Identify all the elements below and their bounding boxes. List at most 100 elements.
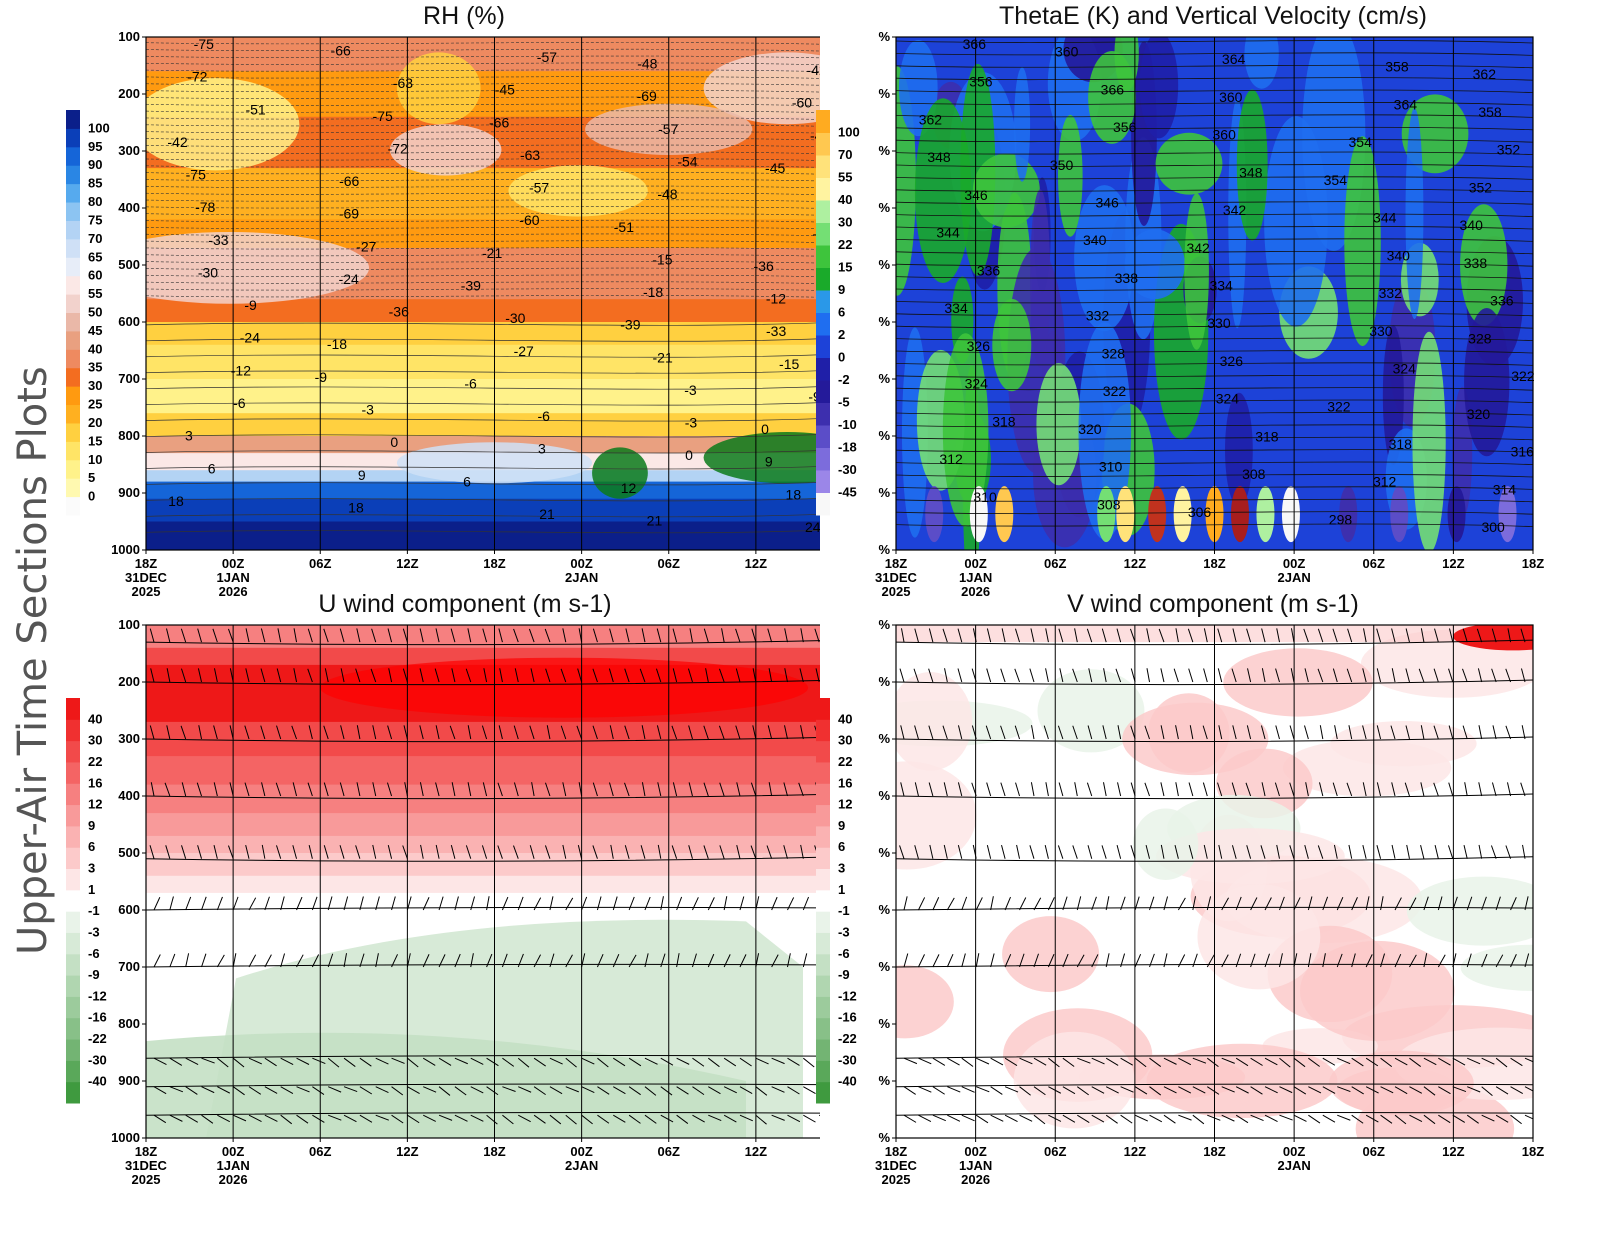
wind-barb (248, 1114, 262, 1122)
wind-barb (914, 628, 919, 643)
wind-barb (802, 896, 810, 911)
contour-label: 312 (939, 451, 963, 467)
wind-barb (150, 782, 155, 797)
v-region (1328, 1050, 1474, 1116)
x-tick-year: 2026 (219, 584, 248, 599)
y-tick-label: % (878, 257, 890, 272)
colorbar-label: 5 (88, 470, 95, 485)
contour-label: 338 (1115, 270, 1139, 286)
wind-barb (1437, 896, 1443, 911)
wind-barb (719, 782, 725, 797)
wind-barb (660, 1086, 673, 1096)
wind-barb (327, 953, 334, 968)
vv-region (1030, 189, 1051, 369)
colorbar-swatch (66, 740, 80, 763)
x-tick-date: 2JAN (565, 570, 598, 585)
wind-barb (483, 668, 488, 683)
thetae-contour (896, 412, 1533, 416)
rh-region (396, 52, 481, 125)
isotherm-dashed (146, 281, 820, 284)
wind-barb (596, 896, 602, 911)
wind-barb (705, 668, 709, 683)
wind-barb (986, 668, 992, 683)
wind-barb (1466, 1114, 1479, 1124)
wind-barb (597, 1114, 610, 1124)
wind-barb (513, 845, 519, 859)
x-tick-label: 12Z (1442, 556, 1464, 571)
wind-barb (1047, 897, 1055, 911)
wind-barb (497, 845, 503, 859)
wind-barb (1033, 897, 1042, 911)
wind-barb (340, 725, 345, 740)
wind-barb (1322, 896, 1329, 911)
wind-barb (1351, 1114, 1364, 1124)
wind-barb (1203, 844, 1208, 859)
contour-label: 360 (1055, 44, 1079, 60)
contour-label: 308 (1242, 466, 1266, 482)
wind-barb (1235, 896, 1242, 911)
wind-barb (486, 1086, 499, 1096)
wind-barb (1044, 844, 1049, 859)
contour-label: 316 (1511, 444, 1535, 460)
wind-barb (216, 954, 225, 968)
wind-barb (914, 845, 919, 859)
y-tick-label: 1000 (111, 542, 140, 557)
wind-barb (1072, 668, 1078, 683)
colorbar-label: -2 (838, 372, 850, 387)
x-tick-label: 06Z (309, 1144, 331, 1159)
wind-barb (328, 1086, 342, 1093)
wind-barb (1391, 844, 1396, 859)
wind-barb (1019, 897, 1027, 911)
colorbar-label: 40 (838, 711, 852, 726)
thetae-contour (896, 77, 1533, 81)
wind-barb (751, 628, 757, 643)
wind-barb (419, 668, 424, 683)
contour-label: -72 (388, 140, 408, 156)
wind-barb (899, 845, 905, 859)
wind-barb (1322, 1057, 1336, 1066)
colorbar-label: 0 (88, 489, 95, 504)
wind-barb (913, 668, 919, 683)
wind-barb (1062, 896, 1068, 911)
contour-label: -3 (684, 382, 697, 398)
wind-barb (755, 1114, 767, 1125)
y-tick-label: % (878, 1016, 890, 1031)
contour-label: 318 (992, 413, 1016, 429)
wind-barb (213, 844, 218, 859)
contour-label: 298 (1329, 511, 1353, 527)
wind-barb (153, 954, 161, 968)
contour-label: 306 (1188, 504, 1212, 520)
v-region (1197, 883, 1321, 990)
wind-barb (470, 1086, 484, 1094)
contour-label: 3 (538, 441, 546, 457)
u-wind-plot-area (145, 624, 820, 1139)
x-tick-label: 12Z (396, 1144, 418, 1159)
wind-barb (597, 1086, 610, 1095)
isotherm-dashed (146, 42, 820, 45)
wind-barb (581, 1057, 595, 1065)
wind-barb (1337, 1114, 1351, 1121)
wind-barb (1477, 668, 1483, 683)
wind-barb (248, 1057, 263, 1065)
wind-barb (486, 1114, 498, 1125)
isotherm-dashed (146, 124, 820, 127)
wind-barb (1174, 844, 1179, 859)
wind-barb (739, 954, 747, 968)
wind-barb (276, 845, 282, 859)
wind-barb (592, 628, 598, 643)
wind-barb (486, 953, 493, 968)
thetae-contour (896, 350, 1533, 354)
wind-barb (1074, 782, 1078, 797)
u-wind-title: U wind component (m s-1) (318, 590, 611, 618)
isotherm-dashed (146, 76, 820, 79)
wind-barb (343, 1086, 358, 1093)
x-tick-label: 00Z (964, 1144, 986, 1159)
wind-barb (372, 844, 377, 859)
wind-barb (1058, 628, 1064, 643)
wind-barb (1264, 1057, 1278, 1066)
colorbar-label: -3 (88, 924, 100, 939)
wind-barb (1217, 782, 1223, 797)
